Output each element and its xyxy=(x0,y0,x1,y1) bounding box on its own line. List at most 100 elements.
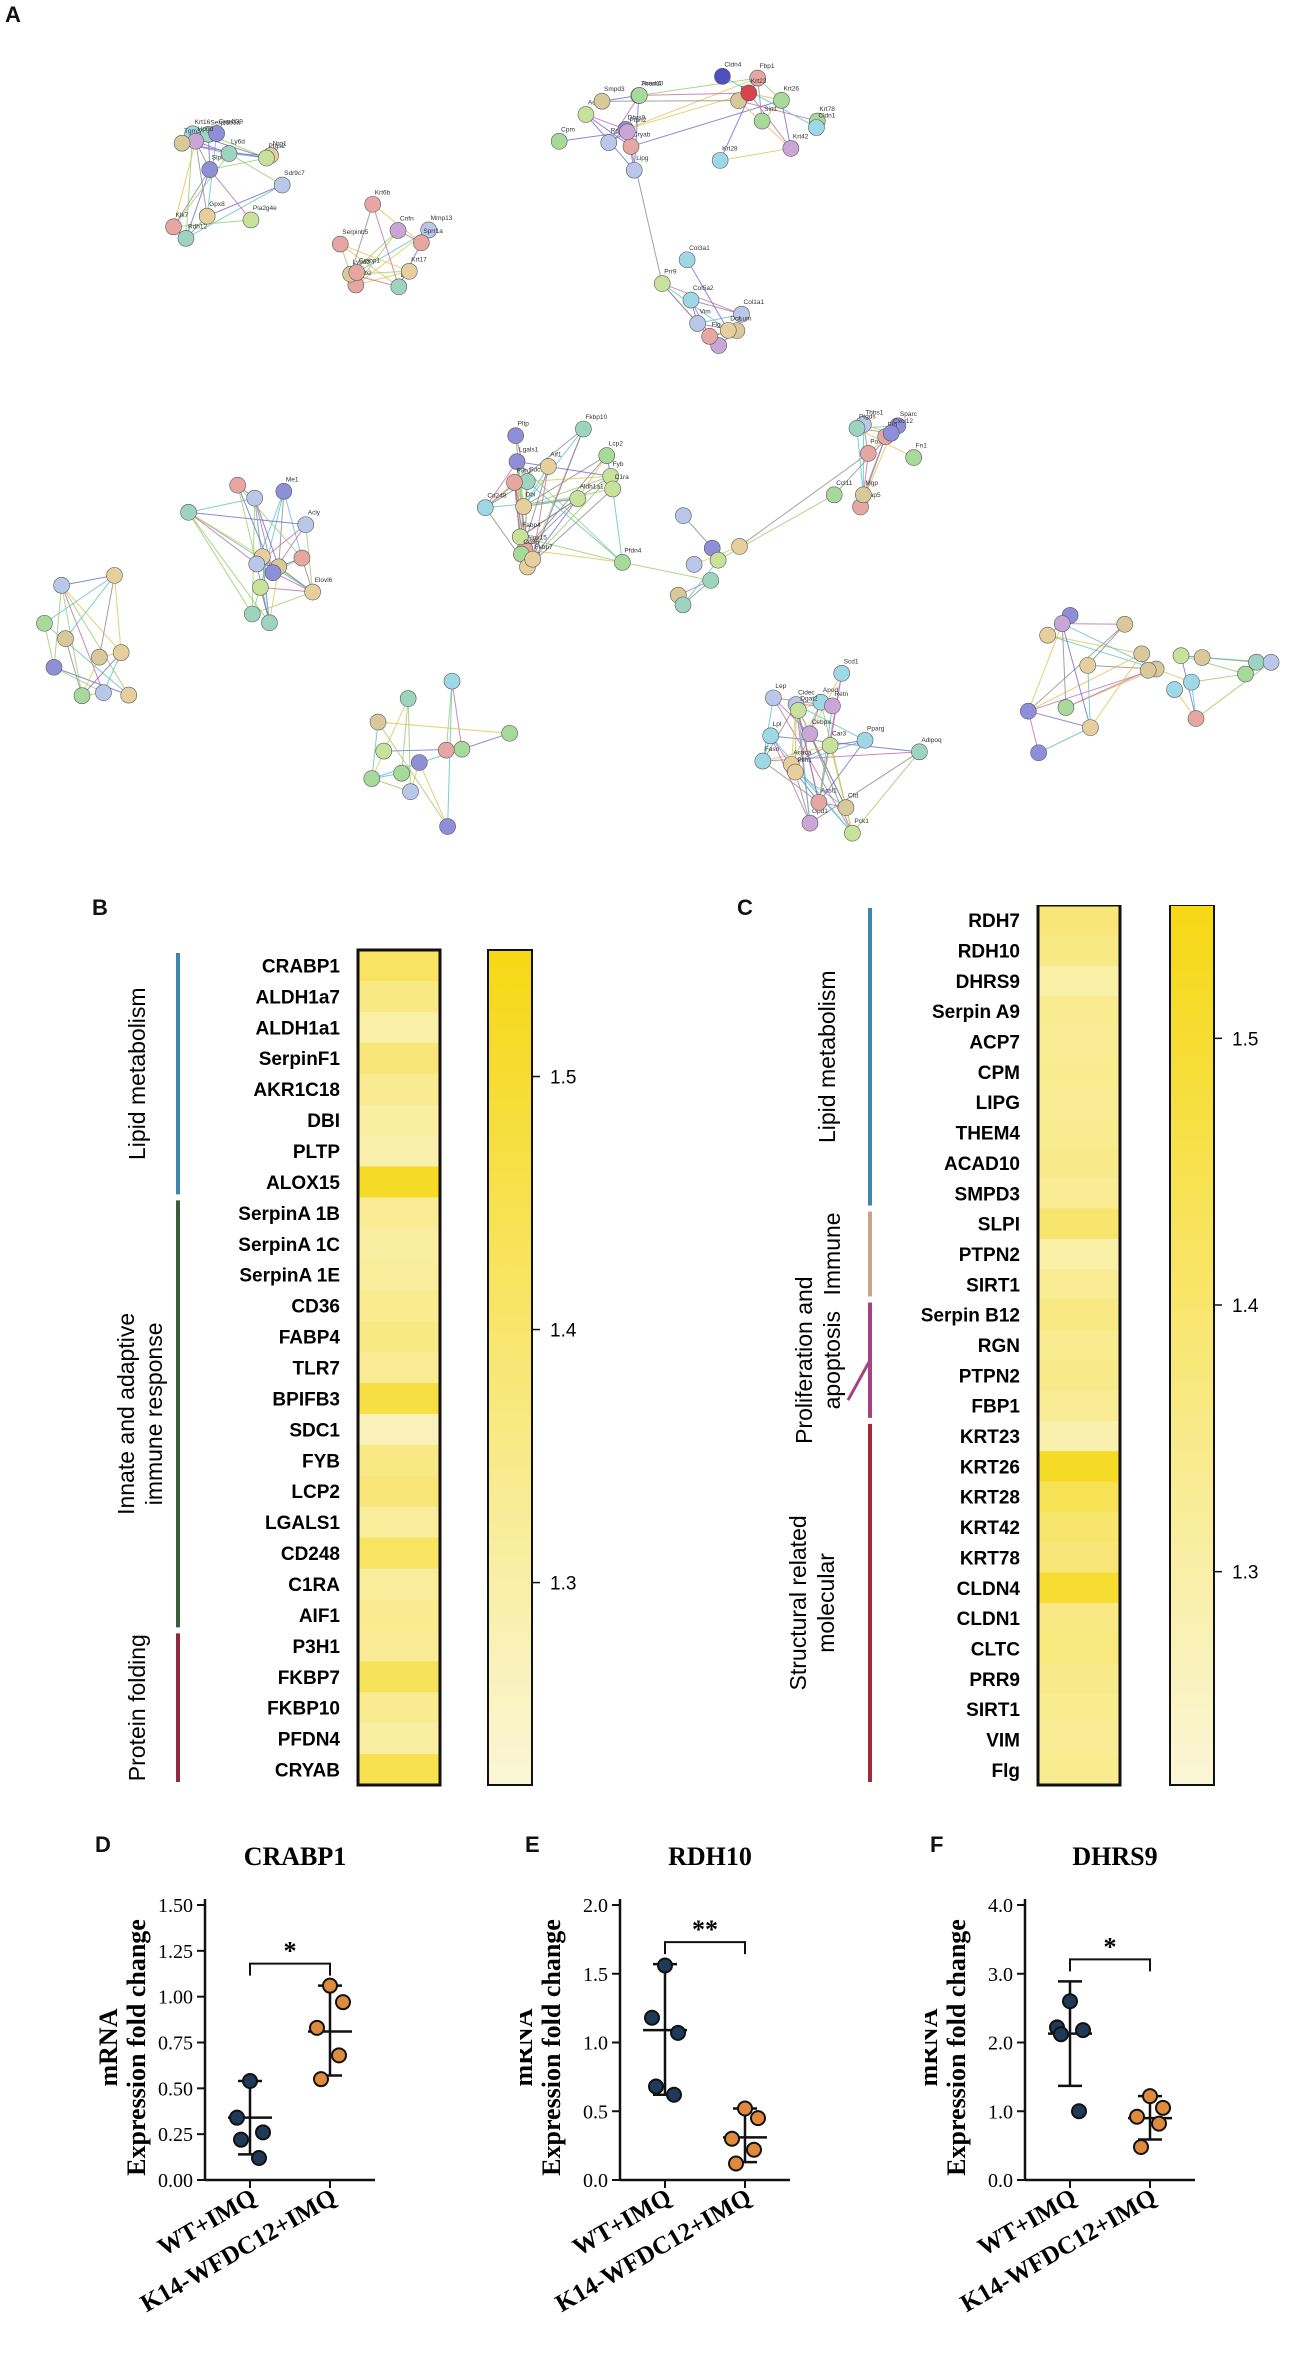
network-node xyxy=(1183,673,1200,691)
gene-label: AIF1 xyxy=(299,1606,341,1627)
network-node xyxy=(273,176,291,194)
network-edge xyxy=(485,498,578,509)
network-node xyxy=(685,556,703,573)
y-axis-label-line2: Expression fold change xyxy=(942,1919,971,2176)
network-edge xyxy=(762,744,831,762)
network-node xyxy=(363,770,381,787)
network-node xyxy=(604,480,621,498)
chart-title: DHRS9 xyxy=(1072,1842,1157,1871)
network-node xyxy=(801,814,819,832)
heatmap-panel-b: CRABP1 ALDH1a7 ALDH1a1 SerpinF1 AKR1C18 DBI PL… xyxy=(113,948,577,1787)
network-edge xyxy=(173,141,197,227)
gene-label: KRT28 xyxy=(960,1488,1020,1509)
network-node xyxy=(95,684,112,701)
network-node-label: Alox15 xyxy=(527,535,547,542)
network-edge xyxy=(639,77,758,96)
network-edge xyxy=(53,585,63,668)
category-label-line2: immune response xyxy=(141,1322,167,1505)
heatmap-cell xyxy=(358,1537,440,1570)
data-point xyxy=(746,2141,762,2158)
gene-label: ACAD10 xyxy=(944,1154,1020,1175)
network-node-label: Pla2g4e xyxy=(253,205,277,212)
network-node xyxy=(248,555,266,573)
network-node-label: Smpd3 xyxy=(604,86,625,93)
network-node-label: Cxcl12 xyxy=(893,418,913,425)
gene-label: DHRS9 xyxy=(956,972,1020,993)
network-edge xyxy=(818,705,833,803)
network-edge xyxy=(206,184,283,217)
network-node xyxy=(733,305,750,323)
gene-label: SerpinF1 xyxy=(259,1049,341,1070)
network-edge xyxy=(532,475,612,560)
heatmap-cell xyxy=(1038,1481,1120,1513)
network-node-label: Plin1 xyxy=(797,757,812,764)
network-edge xyxy=(809,733,853,834)
significance-bracket xyxy=(249,1962,331,1976)
gene-label: RDH7 xyxy=(968,911,1020,932)
network-node xyxy=(399,690,417,707)
network-node xyxy=(120,686,138,704)
network-node-label: Krt78 xyxy=(819,106,835,113)
color-scale-bar xyxy=(1169,905,1215,1786)
network-node-label: Tgm3 xyxy=(184,128,201,135)
network-edge xyxy=(773,697,811,735)
network-node xyxy=(411,754,428,771)
data-point xyxy=(1071,2103,1087,2120)
network-edge xyxy=(254,498,274,573)
network-node xyxy=(198,207,216,225)
network-node-label: Fasn xyxy=(765,746,780,753)
network-edge xyxy=(1062,623,1125,625)
network-node xyxy=(625,161,643,179)
network-edge xyxy=(377,721,449,827)
network-node xyxy=(57,630,74,647)
network-node xyxy=(511,528,529,546)
scale-tick-label: 1.5 xyxy=(1232,1029,1258,1050)
network-node-label: Col1a1 xyxy=(744,299,765,306)
category-bracket-stub xyxy=(846,1359,872,1401)
network-node xyxy=(787,763,804,781)
data-point xyxy=(1062,1993,1078,2010)
panel-letter-a: A xyxy=(5,2,21,27)
network-edge xyxy=(523,488,613,508)
gene-label: SerpinA 1E xyxy=(239,1266,340,1287)
network-edge xyxy=(228,153,283,186)
network-node xyxy=(45,658,63,676)
network-edge xyxy=(485,428,584,509)
network-node-label: Fkbp10 xyxy=(585,414,607,421)
network-node-label: Elovl6 xyxy=(315,577,333,584)
heatmap-cell xyxy=(1038,1147,1120,1179)
network-edge xyxy=(372,204,400,287)
network-node xyxy=(1057,699,1075,716)
network-edge xyxy=(1038,727,1091,754)
network-node-label: Fkbp7 xyxy=(535,544,553,551)
network-node xyxy=(749,69,766,87)
network-node xyxy=(575,420,592,438)
network-node xyxy=(252,579,269,596)
gene-label: Serpin B12 xyxy=(921,1306,1020,1327)
gene-label: PTPN2 xyxy=(959,1245,1020,1266)
y-tick-label: 1.00 xyxy=(158,1987,193,2009)
network-edge xyxy=(520,536,623,563)
gene-label: VIM xyxy=(986,1730,1020,1751)
gene-label: SMPD3 xyxy=(955,1184,1020,1205)
network-node xyxy=(1262,654,1280,671)
heatmap-cell xyxy=(1038,1390,1120,1422)
gene-label: ALOX15 xyxy=(266,1173,340,1194)
network-node-label: Lgals1 xyxy=(519,447,539,454)
heatmap-border xyxy=(356,948,442,1787)
network-node-label: Col3a1 xyxy=(689,245,710,252)
gene-label: P3H1 xyxy=(292,1637,340,1658)
gene-label: CLDN4 xyxy=(957,1579,1021,1600)
y-tick-label: 0.5 xyxy=(583,2101,608,2123)
network-node xyxy=(821,737,839,754)
network-edge xyxy=(188,511,313,593)
network-node-label: Krt26 xyxy=(783,85,799,92)
network-edge xyxy=(278,491,285,567)
data-point xyxy=(322,1977,338,1994)
gene-label: CRABP1 xyxy=(262,956,341,977)
network-edge xyxy=(521,455,608,555)
network-node xyxy=(539,458,557,475)
network-node xyxy=(782,140,800,157)
heatmap-cell xyxy=(358,1166,440,1198)
network-edge xyxy=(524,549,623,563)
